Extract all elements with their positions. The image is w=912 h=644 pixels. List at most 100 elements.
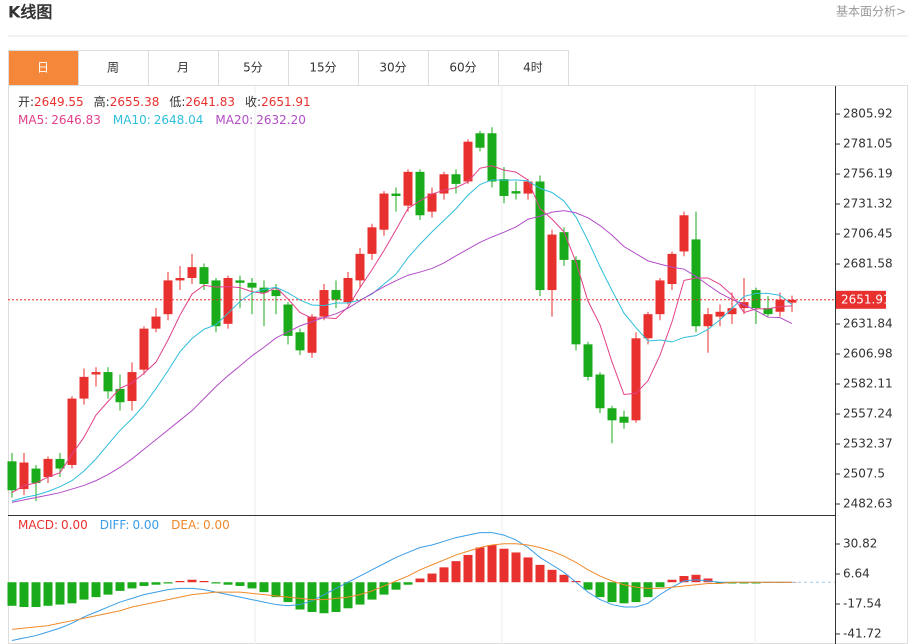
tab-label[interactable]: 15分 — [309, 61, 336, 75]
tab-label[interactable]: 5分 — [243, 61, 263, 75]
candle-body — [403, 171, 413, 206]
last-price-tag — [836, 290, 886, 309]
candle-body — [355, 253, 365, 281]
candle-body — [523, 181, 533, 194]
summary-value: 2651.91 — [261, 95, 311, 109]
candle-body — [667, 253, 677, 285]
tab-label[interactable]: 周 — [107, 61, 119, 75]
legend-value: 0.00 — [132, 518, 159, 532]
candle-body — [511, 191, 521, 194]
candle-body — [715, 311, 725, 317]
tab[interactable] — [498, 50, 569, 86]
candle-body — [331, 290, 341, 300]
legend-name: DIFF: — [100, 518, 130, 532]
summary-label: 低: — [169, 95, 185, 109]
macd-bar — [187, 579, 197, 583]
candle-body — [451, 174, 461, 184]
macd-bar — [271, 582, 281, 598]
legend-name: MACD: — [18, 518, 58, 532]
candle-body — [379, 193, 389, 230]
analysis-link[interactable]: 基本面分析> — [836, 5, 906, 19]
candle-body — [55, 458, 65, 469]
macd-bar — [451, 561, 461, 583]
macd-bar — [19, 582, 29, 608]
macd-bar — [547, 569, 557, 583]
macd-bar — [7, 582, 17, 606]
macd-bar — [43, 582, 53, 606]
candle-body — [499, 179, 509, 196]
tab[interactable] — [78, 50, 149, 86]
macd-bar — [403, 582, 413, 585]
candle-body — [175, 277, 185, 281]
candle-body — [103, 372, 113, 392]
macd-bar — [427, 573, 437, 583]
candle-body — [139, 328, 149, 370]
macd-bar — [235, 582, 245, 586]
candle-body — [211, 280, 221, 327]
ohlc-summary: 开:2649.55 高:2655.38 低:2641.83 收:2651.91 — [18, 94, 311, 109]
macd-bar — [631, 582, 641, 603]
candle-body — [199, 267, 209, 285]
y-tick-label: 2507.5 — [843, 466, 885, 480]
macd-bar — [607, 582, 617, 603]
candle-body — [655, 280, 665, 315]
candle-body — [583, 344, 593, 377]
tab-label[interactable]: 60分 — [449, 61, 476, 75]
macd-bar — [139, 582, 149, 586]
candle-body — [559, 232, 569, 260]
candle-body — [235, 280, 245, 283]
y-tick-label: 2532.37 — [843, 436, 893, 450]
candle-body — [607, 408, 617, 421]
macd-bar — [511, 552, 521, 583]
y-tick-label: -17.54 — [843, 596, 882, 610]
legend: MACD: 0.00 DIFF: 0.00 DEA: 0.00 — [18, 518, 230, 532]
tab[interactable] — [358, 50, 429, 86]
candle-body — [259, 287, 269, 293]
macd-bar — [679, 576, 689, 583]
y-tick-label: 6.64 — [843, 566, 870, 580]
macd-bar — [55, 582, 65, 605]
candle-body — [475, 133, 485, 148]
candle-body — [343, 277, 353, 303]
macd-bar — [595, 582, 605, 598]
candle-body — [643, 314, 653, 339]
macd-bar — [151, 582, 161, 585]
y-tick-label: 2582.11 — [843, 376, 893, 390]
macd-bar — [475, 547, 485, 583]
legend-value: 2632.20 — [256, 113, 306, 127]
candle-body — [319, 290, 329, 317]
series-line — [11, 179, 793, 502]
candle-body — [79, 376, 89, 399]
candle-body — [31, 468, 41, 484]
tab-label[interactable]: 日 — [37, 61, 49, 75]
legend: MA5: 2646.83 MA10: 2648.04 MA20: 2632.20 — [18, 113, 306, 127]
y-tick-label: 2557.24 — [843, 406, 893, 420]
candle-body — [295, 332, 305, 351]
macd-bar — [91, 582, 101, 598]
macd-bar — [415, 578, 425, 583]
macd-bar — [103, 582, 113, 595]
y-tick-label: -41.72 — [843, 626, 882, 640]
y-tick-label: 2731.32 — [843, 197, 893, 211]
candle-body — [463, 141, 473, 182]
macd-bar — [31, 582, 41, 608]
macd-bar — [259, 582, 269, 593]
tab-label[interactable]: 4时 — [523, 61, 543, 75]
macd-bar — [667, 579, 677, 583]
candle-body — [427, 193, 437, 212]
candle-body — [271, 290, 281, 297]
legend-name: MA20: — [215, 113, 253, 127]
candle-body — [7, 461, 17, 491]
macd-bar — [391, 582, 401, 590]
macd-bar — [463, 554, 473, 583]
tab-bar: 日 周 月 5分 15分 30分 60分 4时 — [8, 50, 569, 86]
candle-body — [571, 259, 581, 345]
summary-value: 2649.55 — [34, 95, 84, 109]
macd-bar — [703, 578, 713, 583]
summary-value: 2641.83 — [185, 95, 235, 109]
tab-label[interactable]: 月 — [177, 61, 189, 75]
macd-bar — [559, 574, 569, 583]
tab-label[interactable]: 30分 — [379, 61, 406, 75]
y-tick-label: 2805.92 — [843, 107, 893, 121]
